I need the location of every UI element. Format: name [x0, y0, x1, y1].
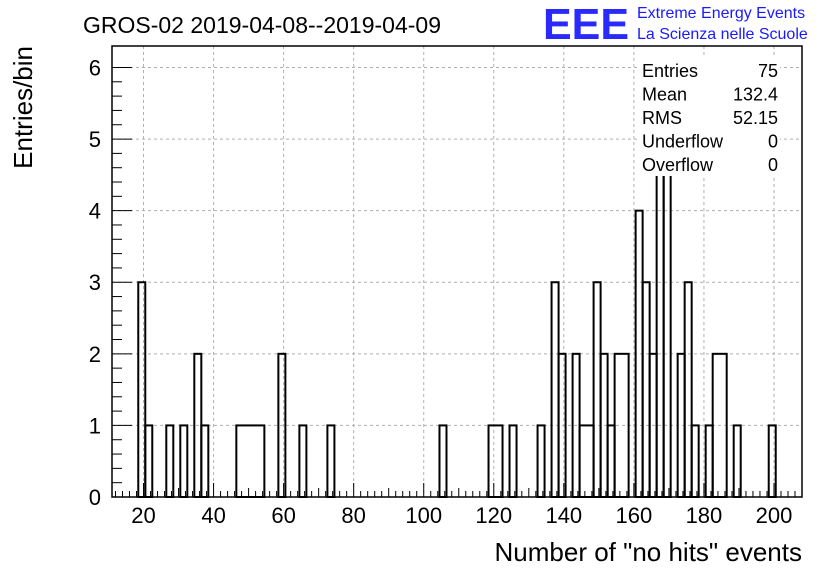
x-tick-label-140: 140 [545, 503, 582, 528]
y-tick-label-6: 6 [89, 55, 101, 80]
x-tick-label-20: 20 [131, 503, 155, 528]
stat-label-entries: Entries [642, 61, 698, 81]
y-tick-label-2: 2 [89, 342, 101, 367]
stat-value-mean: 132.4 [733, 85, 778, 105]
eee-logo: EEE Extreme Energy Events La Scienza nel… [543, 0, 808, 49]
logo-line-2: La Scienza nelle Scuole [637, 26, 808, 43]
x-tick-label-120: 120 [475, 503, 512, 528]
stat-value-entries: 75 [758, 61, 778, 81]
axis-ticks [112, 66, 803, 498]
y-tick-label-3: 3 [89, 270, 101, 295]
stat-label-underflow: Underflow [642, 132, 724, 152]
x-tick-label-80: 80 [341, 503, 365, 528]
x-tick-label-200: 200 [756, 503, 793, 528]
stat-value-rms: 52.15 [733, 108, 778, 128]
logo-line-1: Extreme Energy Events [637, 5, 805, 22]
stat-label-overflow: Overflow [642, 155, 714, 175]
x-tick-label-60: 60 [271, 503, 295, 528]
x-tick-label-180: 180 [686, 503, 723, 528]
axis-tick-labels: 20 40 60 80 100 120 140 160 180 200 0 1 2 3 4 5 6 [89, 55, 793, 528]
y-tick-label-4: 4 [89, 199, 101, 224]
x-tick-label-40: 40 [201, 503, 225, 528]
stat-value-overflow: 0 [768, 155, 778, 175]
y-tick-label-0: 0 [89, 485, 101, 510]
y-axis-label: Entries/bin [8, 46, 38, 169]
stats-box: Entries 75 Mean 132.4 RMS 52.15 Underflow 0 Over… [640, 56, 780, 176]
grid-lines [112, 46, 802, 497]
logo-mark: EEE [543, 0, 629, 49]
y-tick-label-1: 1 [89, 413, 101, 438]
y-tick-label-5: 5 [89, 127, 101, 152]
plot-frame [111, 45, 803, 498]
stat-label-mean: Mean [642, 85, 687, 105]
chart-title: GROS-02 2019-04-08--2019-04-09 [83, 12, 441, 38]
stats-box-background [640, 56, 780, 176]
x-axis-label: Number of "no hits" events [495, 537, 803, 567]
stat-value-underflow: 0 [768, 132, 778, 152]
stat-label-rms: RMS [642, 108, 682, 128]
x-tick-label-100: 100 [405, 503, 442, 528]
x-tick-label-160: 160 [616, 503, 653, 528]
